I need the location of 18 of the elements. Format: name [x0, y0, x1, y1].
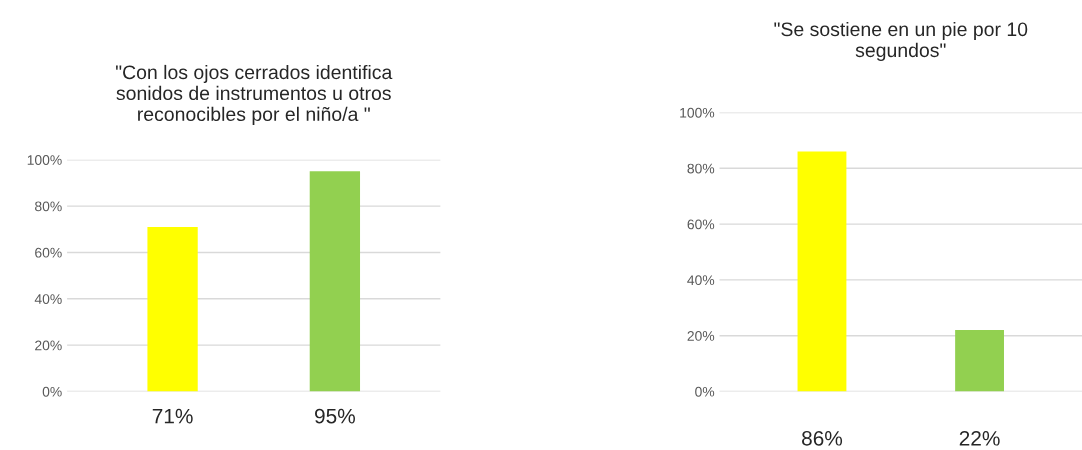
y-tick-label: 80% — [687, 163, 715, 174]
data-label: 22% — [959, 430, 1000, 446]
data-label: 95% — [315, 408, 355, 424]
y-tick-label: 80% — [35, 201, 62, 212]
y-tick-label: 100% — [27, 155, 62, 165]
y-tick-label: 20% — [35, 340, 62, 351]
chart-title: "Se sostiene en un pie por 10 segundos" — [774, 21, 1028, 61]
y-tick-label: 60% — [687, 219, 715, 230]
y-tick-label: 100% — [680, 107, 715, 118]
y-tick-label: 0% — [695, 386, 715, 397]
y-tick-label: 0% — [42, 386, 62, 397]
y-tick-label: 40% — [34, 294, 62, 304]
y-tick-label: 60% — [35, 247, 62, 258]
data-label: 71% — [152, 408, 193, 424]
data-label: 86% — [802, 430, 843, 446]
y-tick-label: 40% — [687, 275, 715, 286]
y-tick-label: 20% — [687, 331, 715, 341]
chart-title: "Con los ojos cerrados identifica sonidos de instrumentos u otros reconocibles por el niño/a " — [116, 64, 393, 125]
